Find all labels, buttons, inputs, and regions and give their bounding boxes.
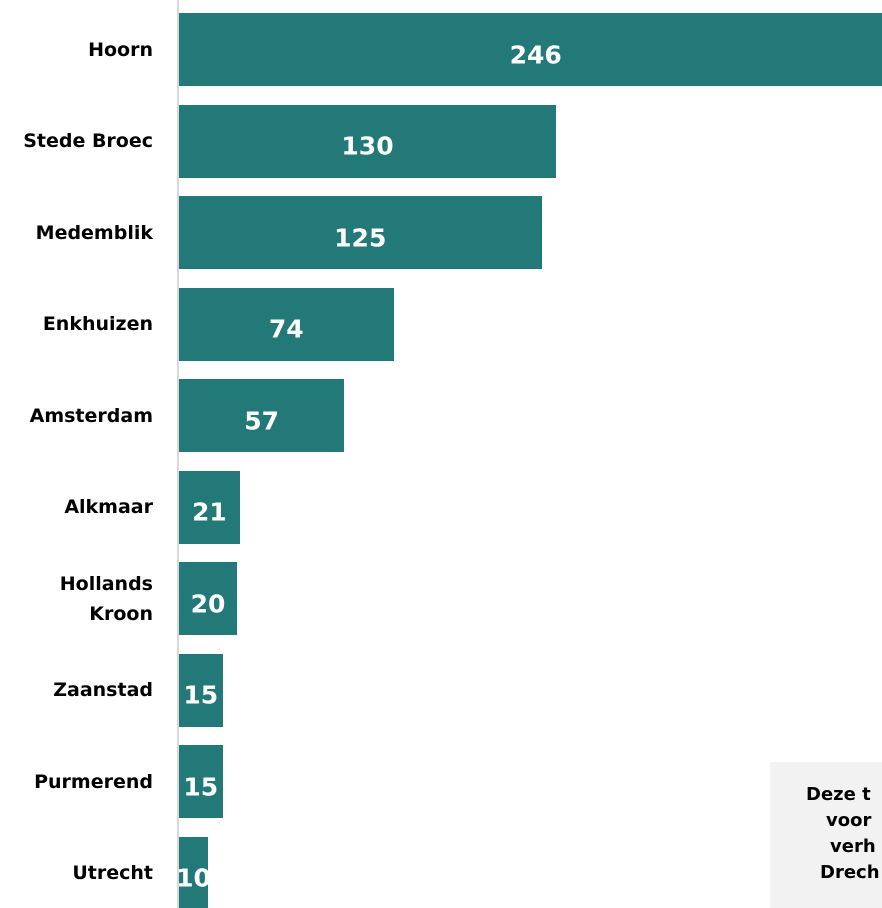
- bar: [179, 379, 345, 452]
- value-label: 74: [268, 314, 304, 344]
- note-line: Drech: [820, 862, 880, 883]
- bar: [179, 745, 223, 818]
- category-label: Medemblik: [35, 221, 153, 244]
- bar: [179, 653, 223, 727]
- value-label: 21: [192, 497, 227, 527]
- category-label: Amsterdam: [29, 404, 153, 427]
- category-label: Zaanstad: [53, 679, 153, 701]
- category-label: Stede Broec: [23, 130, 153, 152]
- bar: [179, 470, 240, 544]
- category-label: Alkmaar: [64, 496, 153, 518]
- value-label: 57: [244, 406, 280, 435]
- axis-line: [177, 0, 179, 908]
- bar: [179, 13, 882, 86]
- bar: [179, 104, 556, 178]
- bar: [179, 287, 394, 361]
- value-label: 125: [334, 223, 387, 252]
- category-label: Enkhuizen: [42, 313, 153, 335]
- bar: [179, 562, 237, 635]
- value-label: 20: [190, 589, 226, 618]
- value-label: 10: [176, 863, 211, 893]
- note-line: voor: [826, 810, 872, 831]
- bar: [179, 836, 208, 908]
- note-line: verh: [830, 836, 876, 857]
- category-label: Utrecht: [72, 862, 153, 884]
- value-label: 15: [183, 772, 219, 801]
- category-label: Hoorn: [88, 38, 153, 61]
- note-box: Deze t voor verh Drech: [770, 762, 882, 908]
- note-line: Deze t: [806, 784, 871, 805]
- category-label: Hollands Kroon: [59, 572, 153, 625]
- value-label: 15: [183, 680, 219, 710]
- category-label: Purmerend: [34, 770, 153, 793]
- value-label: 246: [509, 40, 562, 69]
- bar: [179, 196, 542, 269]
- value-label: 130: [341, 131, 394, 161]
